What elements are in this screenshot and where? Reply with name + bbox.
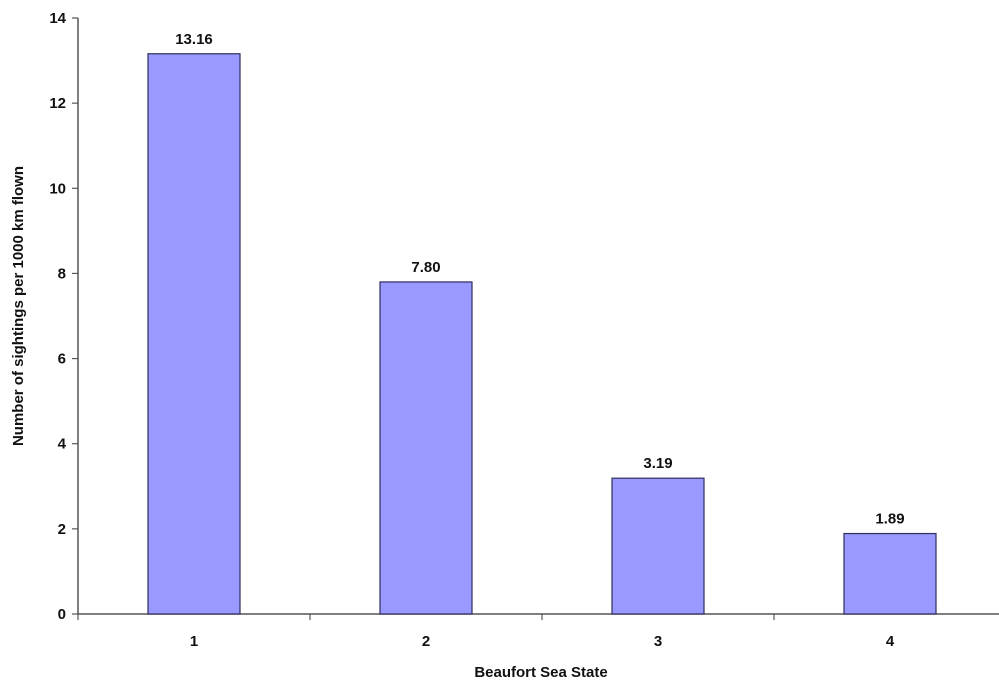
y-tick-label: 0 [58, 606, 66, 623]
data-label-2: 7.80 [411, 259, 440, 276]
bar-4 [843, 532, 937, 615]
data-label-4: 1.89 [875, 511, 904, 528]
y-tick-label: 6 [58, 351, 66, 368]
x-tick-label: 3 [654, 633, 662, 650]
y-tick-label: 10 [49, 180, 66, 197]
y-tick-label: 4 [58, 436, 67, 453]
y-tick-label: 8 [58, 265, 66, 282]
y-tick-label: 2 [58, 521, 66, 538]
bar-1 [147, 53, 241, 615]
x-tick-label: 1 [190, 633, 198, 650]
x-axis-title: Beaufort Sea State [474, 664, 607, 681]
x-tick-label: 2 [422, 633, 430, 650]
bar-2 [379, 281, 473, 615]
y-axis-title: Number of sightings per 1000 km flown [10, 166, 27, 446]
bar-3 [611, 477, 705, 615]
data-label-3: 3.19 [643, 455, 672, 472]
y-tick-label: 14 [49, 10, 66, 27]
y-tick-label: 12 [49, 95, 66, 112]
plot-area: 0 2 4 6 8 10 12 14 13.16 1 7.80 2 3.19 3 1.89 4 [49, 10, 999, 650]
data-label-1: 13.16 [175, 31, 213, 48]
x-tick-label: 4 [886, 633, 895, 650]
